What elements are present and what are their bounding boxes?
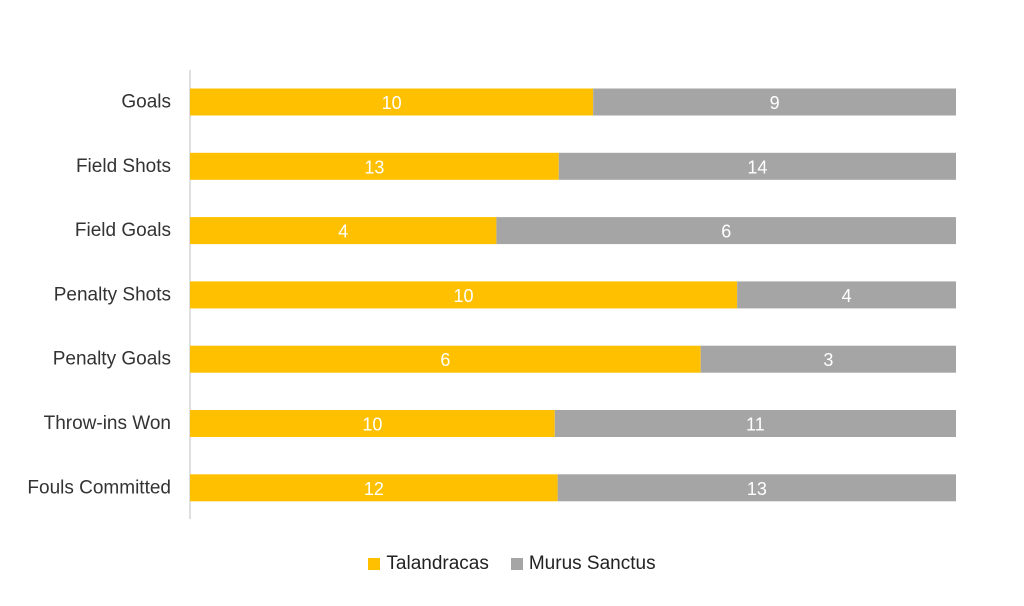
data-label-talandracas-penalty-goals: 6: [440, 350, 450, 370]
bar-talandracas-throw-ins-won: [190, 410, 555, 437]
category-label-goals: Goals: [121, 92, 171, 113]
bar-talandracas-field-shots: [190, 152, 559, 180]
data-label-murus-sanctus-penalty-shots: 4: [842, 286, 852, 306]
legend-swatch-murus-sanctus: [510, 558, 523, 570]
legend-label-murus-sanctus: Murus Sanctus: [528, 553, 656, 574]
bar-talandracas-field-goals: [190, 217, 497, 245]
data-label-talandracas-throw-ins-won: 10: [362, 415, 382, 435]
data-label-talandracas-field-shots: 13: [364, 157, 384, 177]
bar-murus-sanctus-field-shots: [558, 152, 956, 180]
data-label-murus-sanctus-penalty-goals: 3: [823, 350, 833, 370]
category-label-penalty-shots: Penalty Shots: [54, 284, 171, 305]
bar-talandracas-penalty-goals: [190, 345, 701, 373]
data-label-murus-sanctus-goals: 9: [770, 93, 780, 113]
data-label-talandracas-field-goals: 4: [338, 222, 348, 242]
legend-item-talandracas: Talandracas: [368, 553, 489, 575]
bar-talandracas-penalty-shots: [190, 281, 738, 309]
bar-murus-sanctus-penalty-goals: [700, 345, 956, 373]
legend-item-murus-sanctus: Murus Sanctus: [510, 553, 656, 575]
data-label-talandracas-fouls-committed: 12: [364, 479, 384, 499]
legend-label-talandracas: Talandracas: [386, 553, 489, 574]
data-label-murus-sanctus-field-goals: 6: [721, 222, 731, 242]
category-label-throw-ins-won: Throw-ins Won: [44, 413, 171, 434]
bar-murus-sanctus-fouls-committed: [557, 474, 956, 502]
data-label-talandracas-penalty-shots: 10: [454, 286, 474, 306]
bar-talandracas-goals: [190, 88, 594, 116]
category-label-field-goals: Field Goals: [75, 220, 171, 241]
bar-talandracas-fouls-committed: [190, 474, 558, 502]
bar-murus-sanctus-throw-ins-won: [554, 410, 956, 437]
bar-murus-sanctus-penalty-shots: [737, 281, 956, 309]
bar-murus-sanctus-field-goals: [496, 217, 956, 245]
bar-murus-sanctus-goals: [593, 88, 956, 116]
data-label-talandracas-goals: 10: [382, 93, 402, 113]
stacked-bar-chart: Goals 10 9 Field Shots 13 14 Field Goals 4 6 Pena…: [27, 70, 956, 519]
category-label-field-shots: Field Shots: [76, 156, 171, 177]
category-label-penalty-goals: Penalty Goals: [53, 349, 171, 370]
data-label-murus-sanctus-throw-ins-won: 11: [746, 415, 765, 435]
category-label-fouls-committed: Fouls Committed: [27, 477, 171, 498]
legend-swatch-talandracas: [368, 558, 381, 570]
legend: Talandracas Murus Sanctus: [0, 553, 1024, 575]
data-label-murus-sanctus-field-shots: 14: [747, 157, 767, 177]
data-label-murus-sanctus-fouls-committed: 13: [747, 479, 767, 499]
